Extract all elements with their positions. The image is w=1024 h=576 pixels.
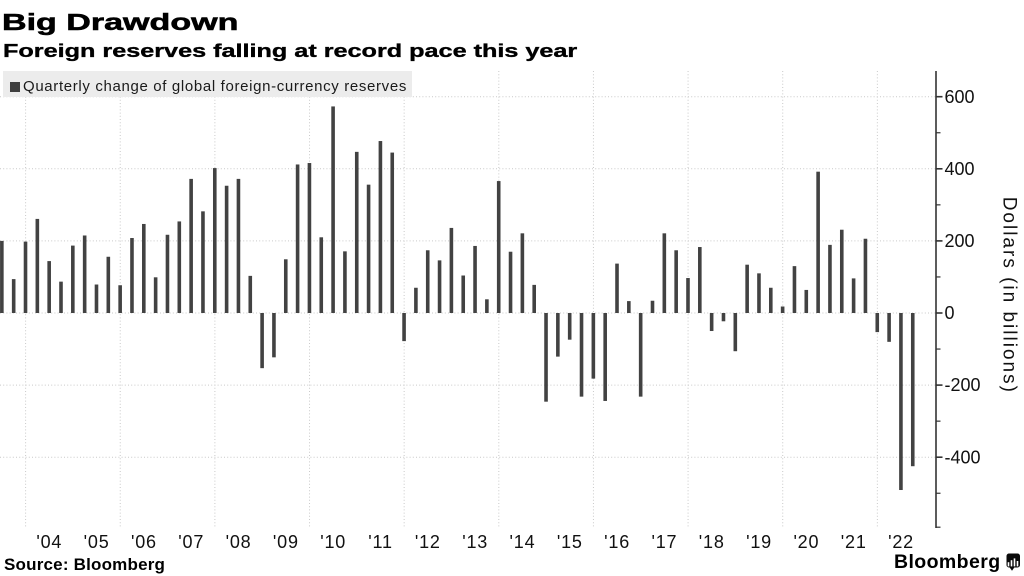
svg-text:'20: '20 [793, 532, 819, 552]
svg-text:'21: '21 [841, 532, 867, 552]
svg-text:'12: '12 [415, 532, 441, 552]
svg-text:'17: '17 [651, 532, 677, 552]
svg-text:600: 600 [945, 87, 975, 107]
svg-text:'11: '11 [368, 532, 393, 552]
svg-text:'18: '18 [699, 532, 725, 552]
svg-text:400: 400 [945, 159, 975, 179]
svg-text:'13: '13 [462, 532, 488, 552]
svg-text:'07: '07 [178, 532, 204, 552]
svg-text:'05: '05 [84, 532, 110, 552]
svg-text:Dollars (in billions): Dollars (in billions) [999, 197, 1020, 394]
svg-text:'08: '08 [226, 532, 252, 552]
svg-text:'06: '06 [131, 532, 157, 552]
svg-text:'09: '09 [273, 532, 299, 552]
svg-text:'15: '15 [557, 532, 583, 552]
svg-text:0: 0 [945, 303, 955, 323]
svg-text:'10: '10 [320, 532, 346, 552]
svg-text:'04: '04 [36, 532, 62, 552]
svg-text:'22: '22 [888, 532, 914, 552]
svg-text:'19: '19 [746, 532, 772, 552]
svg-text:-200: -200 [945, 375, 981, 395]
svg-text:-400: -400 [945, 447, 981, 467]
svg-text:'14: '14 [510, 532, 536, 552]
svg-text:200: 200 [945, 231, 975, 251]
svg-text:'16: '16 [604, 532, 630, 552]
